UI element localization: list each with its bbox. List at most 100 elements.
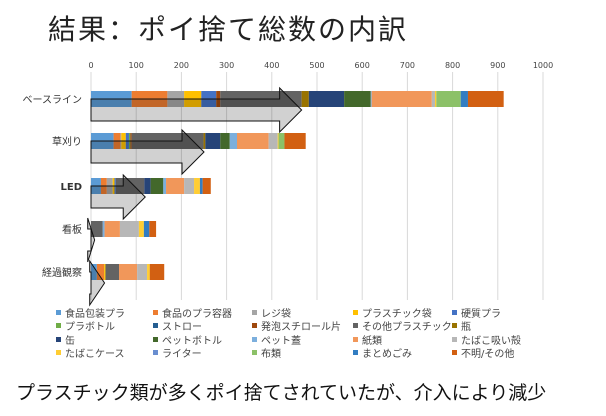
- x-tick-label: 100: [129, 61, 144, 70]
- bar-segment: [371, 91, 432, 107]
- legend-swatch: [56, 350, 61, 355]
- bar-segment: [119, 221, 139, 237]
- legend-swatch: [353, 323, 358, 328]
- bar-segment: [370, 91, 372, 107]
- legend-label: 食品のプラ容器: [162, 309, 232, 320]
- legend-item: ライター: [153, 345, 202, 360]
- bar-segment: [220, 133, 230, 149]
- bar-segment: [203, 133, 206, 149]
- bar-segment: [144, 178, 151, 194]
- bar-segment: [149, 221, 157, 237]
- bar-segment: [301, 91, 309, 107]
- bar-segment: [268, 133, 278, 149]
- legend-label: ライター: [162, 349, 202, 360]
- bar-segment: [149, 264, 165, 280]
- overlay-arrow: [87, 217, 96, 263]
- legend-swatch: [353, 337, 358, 342]
- legend-swatch: [153, 323, 158, 328]
- legend-swatch: [452, 323, 457, 328]
- legend-label: 瓶: [461, 322, 471, 333]
- x-tick-label: 0: [88, 61, 93, 70]
- category-label: 経過観察: [42, 266, 82, 279]
- bar-segment: [278, 133, 285, 149]
- legend-label: 硬質プラ: [461, 309, 501, 320]
- bar-segment: [138, 221, 144, 237]
- overlay-arrow: [89, 259, 106, 307]
- bar-segment: [460, 91, 468, 107]
- bar-segment: [202, 178, 211, 194]
- legend-item: たばこ吸い殻: [452, 332, 521, 347]
- legend-label: 不明/その他: [461, 349, 515, 360]
- legend-swatch: [452, 310, 457, 315]
- overlay-arrow: [90, 86, 303, 134]
- bar-segment: [105, 264, 120, 280]
- legend-swatch: [56, 323, 61, 328]
- bar-segment: [91, 221, 103, 237]
- bar-segment: [344, 91, 371, 107]
- legend-item: 瓶: [452, 318, 471, 333]
- legend-item: レジ袋: [252, 305, 291, 320]
- legend-label: 布類: [261, 349, 281, 360]
- bar-segment: [467, 91, 504, 107]
- bar-segment: [96, 264, 105, 280]
- bar-segment: [434, 91, 437, 107]
- x-tick-label: 1000: [533, 61, 553, 70]
- bar-segment: [163, 178, 167, 194]
- category-label: LED: [60, 182, 82, 193]
- legend-item: その他プラスチック: [353, 318, 452, 333]
- legend-item: 食品のプラ容器: [153, 305, 232, 320]
- legend-swatch: [452, 350, 457, 355]
- x-tick-label: 900: [490, 61, 505, 70]
- legend-item: 缶: [56, 332, 75, 347]
- bar-segment: [102, 221, 105, 237]
- x-tick-label: 300: [219, 61, 234, 70]
- legend-label: 食品包装プラ: [65, 309, 125, 320]
- legend-item: 布類: [252, 345, 281, 360]
- bar-segment: [104, 221, 120, 237]
- legend-item: まとめごみ: [353, 345, 412, 360]
- bar-segment: [184, 178, 195, 194]
- legend-item: たばこケース: [56, 345, 125, 360]
- legend-item: 発泡スチロール片: [252, 318, 341, 333]
- legend-swatch: [252, 350, 257, 355]
- overlay-arrow: [90, 128, 205, 176]
- bar-segment: [137, 264, 148, 280]
- bar-segment: [431, 91, 435, 107]
- x-tick-label: 600: [355, 61, 370, 70]
- legend-label: ペット蓋: [261, 336, 301, 347]
- bar-segment: [308, 91, 345, 107]
- overlay-arrow: [90, 173, 146, 221]
- legend-label: プラスチック袋: [362, 309, 432, 320]
- legend-label: 紙類: [362, 336, 382, 347]
- bar-segment: [91, 264, 97, 280]
- legend-label: レジ袋: [261, 309, 291, 320]
- legend-label: ストロー: [162, 322, 202, 333]
- legend-swatch: [252, 310, 257, 315]
- x-tick-label: 800: [445, 61, 460, 70]
- bar-segment: [119, 264, 138, 280]
- legend-label: ペットボトル: [162, 336, 222, 347]
- bar-segment: [199, 178, 203, 194]
- x-tick-label: 500: [309, 61, 324, 70]
- legend-label: 缶: [65, 336, 75, 347]
- legend-swatch: [153, 337, 158, 342]
- legend-swatch: [56, 337, 61, 342]
- bar-segment: [104, 264, 106, 280]
- bar-segment: [143, 221, 150, 237]
- legend-item: 紙類: [353, 332, 382, 347]
- bar-segment: [236, 133, 269, 149]
- legend-item: 硬質プラ: [452, 305, 501, 320]
- legend-item: プラスチック袋: [353, 305, 432, 320]
- legend-swatch: [452, 337, 457, 342]
- bar-segment: [229, 133, 237, 149]
- legend-label: たばこケース: [65, 349, 125, 360]
- legend-label: たばこ吸い殻: [461, 336, 521, 347]
- x-tick-label: 200: [174, 61, 189, 70]
- legend-swatch: [153, 350, 158, 355]
- legend-label: まとめごみ: [362, 349, 412, 360]
- legend-label: プラボトル: [65, 322, 115, 333]
- bar-segment: [166, 178, 185, 194]
- legend-swatch: [153, 310, 158, 315]
- bar-segment: [284, 133, 306, 149]
